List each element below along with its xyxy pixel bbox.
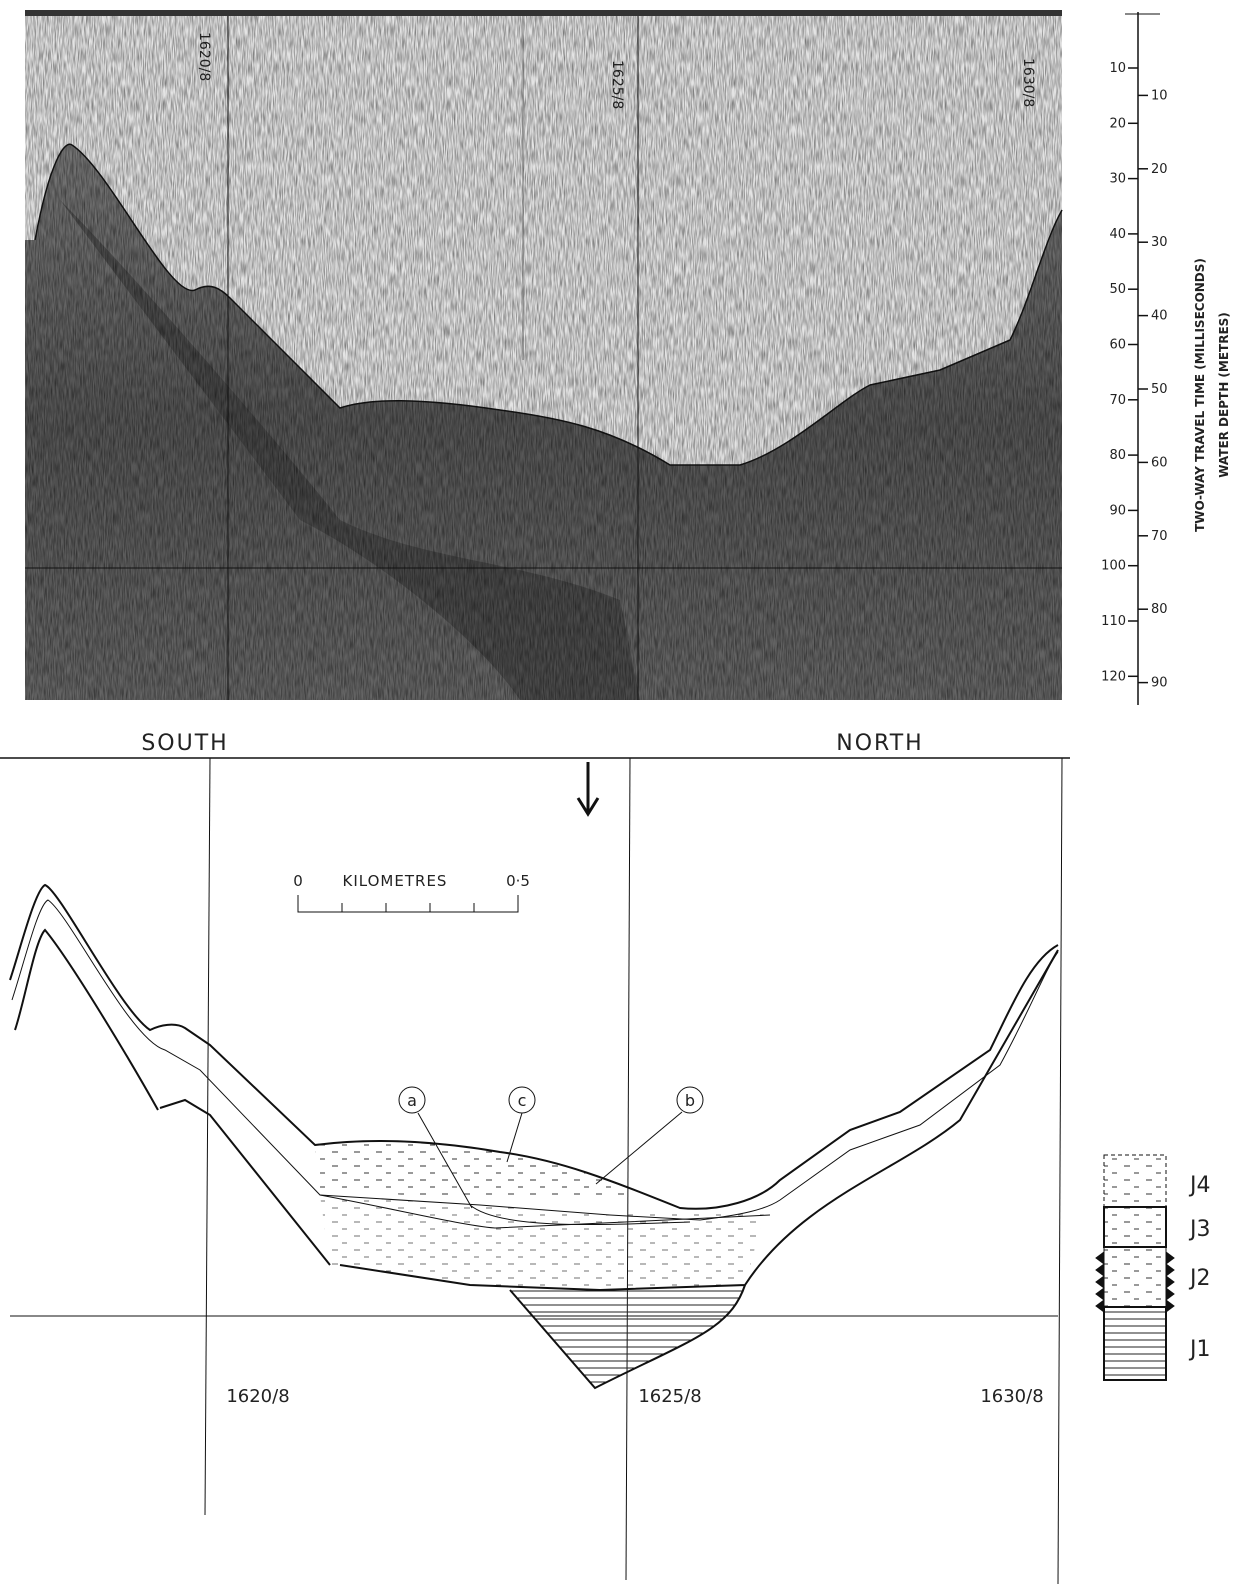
fix-line: [1057, 757, 1063, 1585]
scale-start: 0: [293, 872, 303, 890]
fix-label: 1620/8: [196, 32, 212, 81]
depth-tick-label: 30: [1151, 235, 1168, 250]
callout-circle: [398, 1086, 426, 1114]
direction-label: SOUTH: [141, 731, 228, 756]
callout-label: a: [407, 1091, 417, 1110]
time-tick-label: 110: [1101, 614, 1126, 629]
legend-j1: [1103, 1306, 1167, 1381]
fix-label: 1620/8: [226, 1386, 289, 1407]
scale-unit: KILOMETRES: [343, 872, 448, 890]
seismic-record: 1620/8 1625/8 1630/8: [25, 10, 1063, 701]
time-tick-label: 100: [1101, 559, 1126, 574]
legend-j3: [1103, 1206, 1167, 1248]
depth-tick-label: 10: [1151, 88, 1168, 103]
direction-label: NORTH: [836, 731, 923, 756]
time-tick-label: 70: [1109, 393, 1126, 408]
depth-tick-label: 20: [1151, 162, 1168, 177]
time-tick-label: 10: [1109, 61, 1126, 76]
seafloor-trace: [34, 143, 1063, 466]
time-tick-label: 60: [1109, 338, 1126, 353]
depth-tick-label: 80: [1151, 602, 1168, 617]
time-tick-label: 40: [1109, 227, 1126, 242]
scale-bar: [297, 895, 519, 913]
legend-j4: [1103, 1154, 1167, 1208]
unit-j2: [320, 1195, 765, 1290]
legend-label: J2: [1188, 1266, 1211, 1291]
time-tick-label: 120: [1101, 669, 1126, 684]
unconformity-marks: [1095, 1251, 1175, 1313]
reflector: [319, 1194, 771, 1229]
fix-line: [625, 757, 631, 1581]
legend-label: J3: [1188, 1217, 1211, 1242]
callout-label: b: [685, 1091, 695, 1110]
time-tick-label: 90: [1109, 503, 1126, 518]
unit-j4: [315, 1140, 650, 1200]
depth-tick-label: 40: [1151, 309, 1168, 324]
depth-axis-label: WATER DEPTH (METRES): [1217, 312, 1231, 478]
fix-label: 1625/8: [609, 60, 625, 109]
callout-arrow: [417, 1111, 683, 1209]
time-tick-label: 20: [1109, 116, 1126, 131]
record-axes: TWO-WAY TRAVEL TIME (MILLISECONDS) WATER…: [1101, 12, 1231, 705]
legend-label: J1: [1188, 1337, 1211, 1362]
unit-j1: [510, 1285, 745, 1388]
callout-label: c: [518, 1091, 527, 1110]
scale-end: 0·5: [506, 872, 530, 890]
time-tick-label: 80: [1109, 448, 1126, 463]
legend-j2: [1103, 1246, 1167, 1308]
base-horizon: [14, 928, 1059, 1390]
fix-line: [204, 757, 211, 1516]
interpretation: SOUTH NORTH 0 KILOMETRES 0·5 a c b 1620/…: [0, 731, 1070, 1585]
callout-circle: [676, 1086, 704, 1114]
time-tick-label: 50: [1109, 282, 1126, 297]
arrow: [576, 762, 600, 817]
legend: J4 J3 J2 J1: [1095, 1154, 1211, 1381]
fix-label: 1630/8: [980, 1386, 1043, 1407]
fix-label: 1630/8: [1020, 58, 1036, 107]
legend-label: J4: [1188, 1173, 1211, 1198]
time-axis-label: TWO-WAY TRAVEL TIME (MILLISECONDS): [1193, 258, 1207, 532]
record-top-edge: [25, 10, 1062, 16]
depth-tick-label: 70: [1151, 529, 1168, 544]
fix-label: 1625/8: [638, 1386, 701, 1407]
record-grain: [25, 10, 1062, 700]
depth-tick-label: 50: [1151, 382, 1168, 397]
time-tick-label: 30: [1109, 172, 1126, 187]
depth-tick-label: 60: [1151, 455, 1168, 470]
depth-tick-label: 90: [1151, 676, 1168, 691]
